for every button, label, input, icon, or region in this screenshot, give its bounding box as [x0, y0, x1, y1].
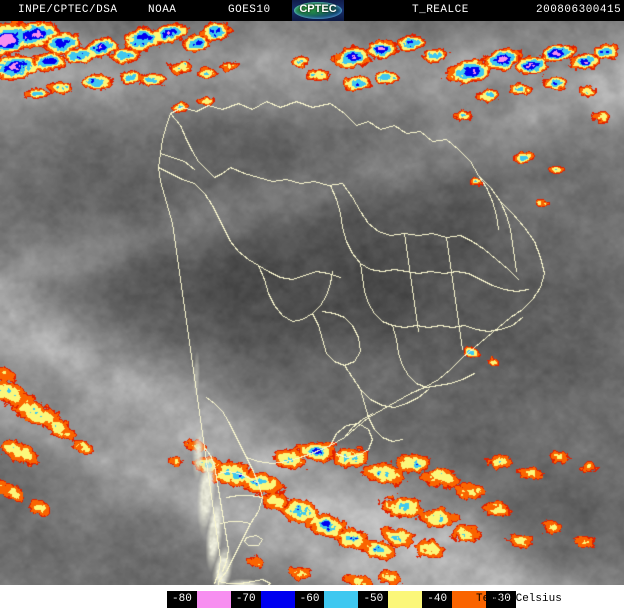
legend-color-swatch	[324, 591, 359, 608]
legend-tick-label: -30	[486, 591, 516, 608]
header-product-label: T_REALCE	[412, 4, 469, 16]
satellite-image-canvas	[0, 21, 624, 585]
legend-color-swatch	[260, 591, 295, 608]
legend-units-label: Temp. Celsius	[476, 593, 562, 605]
cptec-logo: CPTEC	[292, 0, 344, 21]
legend-tick-label: -80	[167, 591, 197, 608]
header-agency-label: INPE/CPTEC/DSA	[18, 4, 118, 16]
legend-color-swatch	[388, 591, 423, 608]
legend-tick-label: -50	[358, 591, 389, 608]
legend-color-swatch	[196, 591, 231, 608]
cptec-logo-text: CPTEC	[299, 3, 337, 15]
cptec-logo-oval-icon	[294, 2, 342, 19]
header-satellite-label: GOES10	[228, 4, 271, 16]
header-bar: INPE/CPTEC/DSA NOAA GOES10 CPTEC T_REALC…	[0, 0, 624, 21]
header-timestamp-label: 200806300415	[536, 4, 622, 16]
satellite-image	[0, 21, 624, 585]
legend-tick-label: -40	[422, 591, 453, 608]
header-source-label: NOAA	[148, 4, 177, 16]
temperature-colorbar: -80 -70 -60 -50 -40 -30	[167, 591, 516, 608]
legend-color-swatch	[452, 591, 487, 608]
legend-tick-label: -70	[230, 591, 261, 608]
legend-bar: -80 -70 -60 -50 -40 -30 Temp. Celsius	[0, 585, 624, 614]
legend-tick-label: -60	[294, 591, 325, 608]
